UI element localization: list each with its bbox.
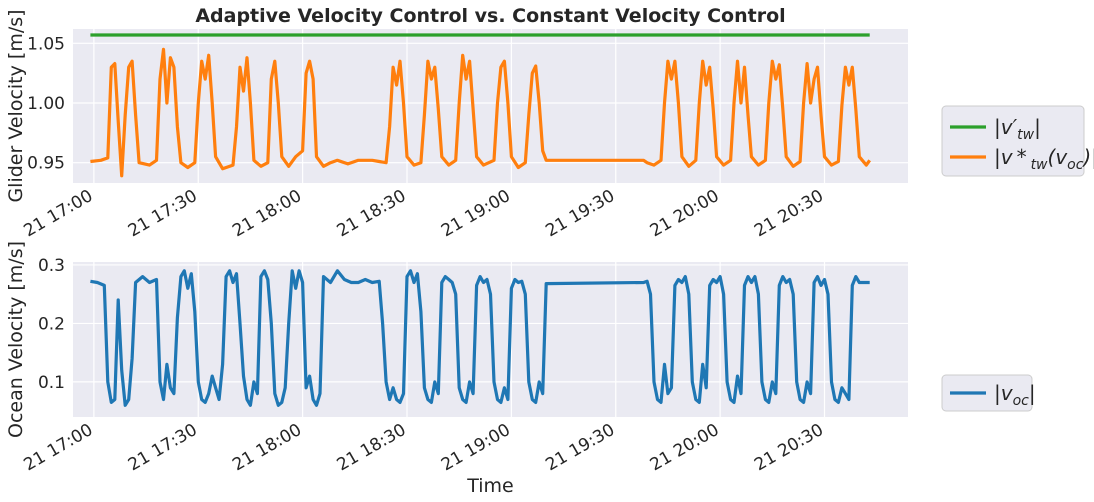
y-tick-label: 1.00 — [27, 94, 65, 114]
series-line-ocean-velocity — [90, 269, 870, 407]
x-tick-label: 21 19:00 — [438, 186, 514, 241]
y-tick-label: 0.95 — [27, 154, 65, 174]
chart-title: Adaptive Velocity Control vs. Constant V… — [195, 5, 785, 27]
x-tick-label: 21 18:30 — [334, 420, 410, 475]
legend: |v′tw||v * tw(voc)| — [941, 105, 1094, 177]
legend-label: |voc| — [994, 381, 1036, 409]
legend: |voc| — [941, 374, 1036, 412]
x-tick-label: 21 20:00 — [647, 420, 723, 475]
x-tick-label: 21 20:30 — [751, 420, 827, 475]
y-axis-label: Ocean Velocity [m/s] — [5, 241, 27, 438]
x-tick-label: 21 19:30 — [542, 420, 618, 475]
y-tick-label: 0.1 — [38, 373, 65, 393]
legend-label: |v * tw(voc)| — [994, 145, 1094, 173]
x-tick-label: 21 17:30 — [125, 186, 201, 241]
x-tick-label: 21 17:00 — [21, 186, 97, 241]
x-tick-label: 21 18:00 — [229, 420, 305, 475]
x-tick-label: 21 19:00 — [438, 420, 514, 475]
legend-box — [941, 374, 1033, 412]
y-tick-label: 0.2 — [38, 314, 65, 334]
y-tick-label: 1.05 — [27, 34, 65, 54]
legend-label: |v′tw| — [994, 115, 1041, 143]
series-line-adaptive-velocity — [90, 47, 872, 178]
x-tick-label: 21 18:30 — [334, 186, 410, 241]
x-tick-label: 21 20:00 — [647, 186, 723, 241]
y-tick-label: 0.3 — [38, 256, 65, 276]
x-tick-label: 21 18:00 — [229, 186, 305, 241]
y-axis-label: Glider Velocity [m/s] — [5, 9, 27, 202]
top-panel: 0.95 1.00 1.05 21 17:00 21 17:30 21 18:00 21 1… — [5, 5, 1094, 241]
x-tick-label: 21 17:00 — [21, 420, 97, 475]
x-tick-label: 21 19:30 — [542, 186, 618, 241]
x-tick-label: 21 20:30 — [751, 186, 827, 241]
x-axis-label: Time — [466, 475, 514, 497]
x-tick-label: 21 17:30 — [125, 420, 201, 475]
bottom-panel: 0.1 0.2 0.3 21 17:00 21 17:30 21 18:00 21 18:3… — [5, 241, 1036, 497]
